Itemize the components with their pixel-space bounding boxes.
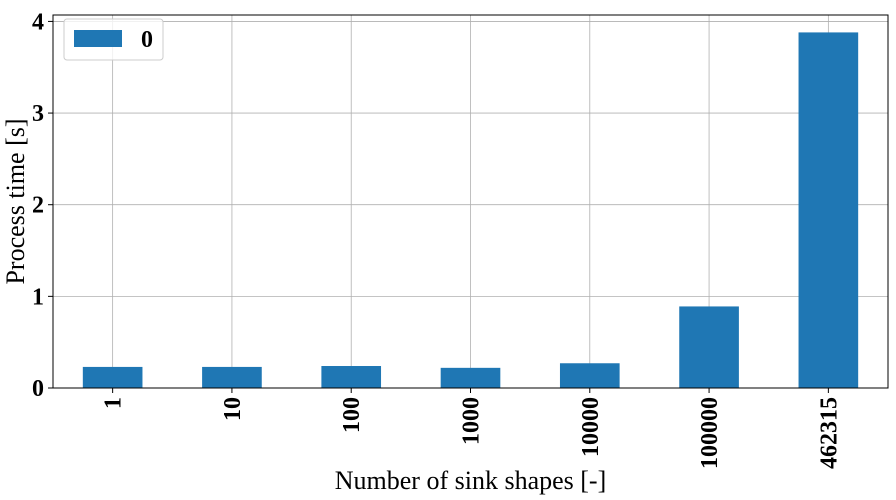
x-tick-label: 10	[220, 397, 246, 421]
x-tick-label: 462315	[816, 397, 842, 469]
x-axis-label: Number of sink shapes [-]	[335, 466, 607, 495]
bars	[82, 32, 859, 388]
bar	[321, 366, 382, 388]
bar	[679, 306, 739, 388]
bar	[202, 366, 262, 388]
y-tick-label: 2	[32, 193, 44, 219]
bar	[559, 363, 620, 388]
x-tick-label: 1000	[459, 397, 485, 445]
x-tick-label: 10000	[578, 397, 604, 457]
bar	[440, 367, 501, 388]
bar	[798, 32, 859, 388]
x-tick-label: 100	[339, 397, 365, 433]
y-tick-label: 0	[32, 376, 44, 402]
legend-swatch	[74, 30, 122, 47]
y-axis-label: Process time [s]	[1, 118, 30, 284]
legend-entry-0: 0	[141, 27, 153, 53]
x-tick-label: 100000	[697, 397, 723, 469]
grid-lines	[53, 15, 888, 389]
y-tick-label: 3	[32, 101, 44, 127]
x-tick-label: 1	[101, 397, 127, 409]
y-tick-label: 4	[32, 9, 44, 35]
legend: 0	[63, 18, 164, 61]
y-axis-ticks: 0 1 2 3 4	[32, 9, 53, 402]
y-tick-label: 1	[32, 284, 44, 310]
bar	[82, 366, 143, 388]
x-axis-ticks: 1 10 100 1000 10000 100000 462315	[101, 388, 842, 469]
